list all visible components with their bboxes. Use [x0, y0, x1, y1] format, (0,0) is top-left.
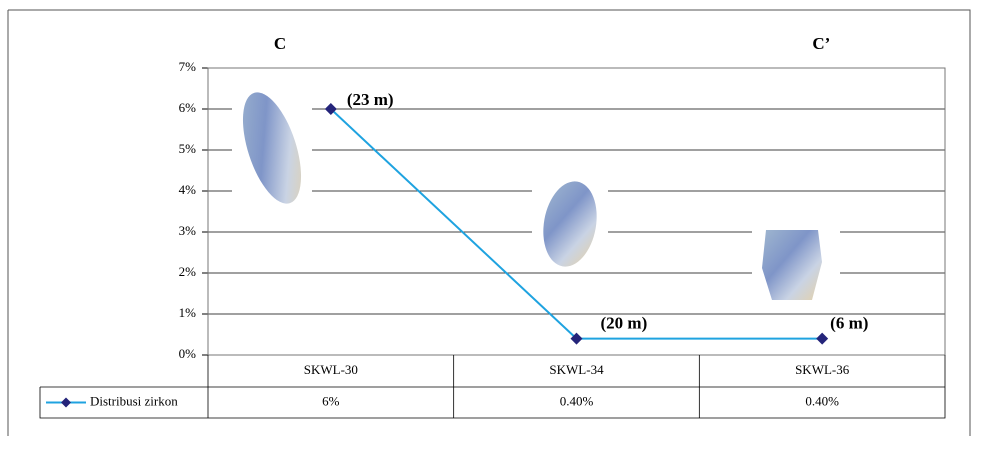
data-table-value: 0.40%: [560, 393, 594, 408]
chart: (23 m) (20 m) (6 m) 0% 1% 2% 3% 4% 5% 6% 7% SKWL-3…: [0, 0, 982, 450]
y-tick-label: 1%: [179, 305, 197, 320]
y-tick-label: 6%: [179, 100, 197, 115]
legend-label: Distribusi zirkon: [90, 393, 178, 408]
data-table-value: 0.40%: [805, 393, 839, 408]
section-label: C’: [812, 34, 830, 53]
section-label: C: [274, 34, 286, 53]
y-tick-label: 7%: [179, 59, 197, 74]
x-tick-label: SKWL-30: [304, 362, 358, 377]
point-label: (20 m): [601, 314, 648, 333]
x-tick-label: SKWL-36: [795, 362, 850, 377]
marker: [816, 333, 828, 345]
legend-marker: [61, 398, 71, 408]
zircon-images: [231, 85, 840, 308]
y-tick-label: 0%: [179, 346, 197, 361]
point-label: (23 m): [347, 90, 394, 109]
point-label: (6 m): [830, 314, 868, 333]
zircon-grain: [762, 230, 822, 300]
y-tick-label: 5%: [179, 141, 197, 156]
y-tick-label: 2%: [179, 264, 197, 279]
y-tick-label: 3%: [179, 223, 197, 238]
x-tick-label: SKWL-34: [549, 362, 604, 377]
data-table-value: 6%: [322, 393, 340, 408]
y-tick-label: 4%: [179, 182, 197, 197]
